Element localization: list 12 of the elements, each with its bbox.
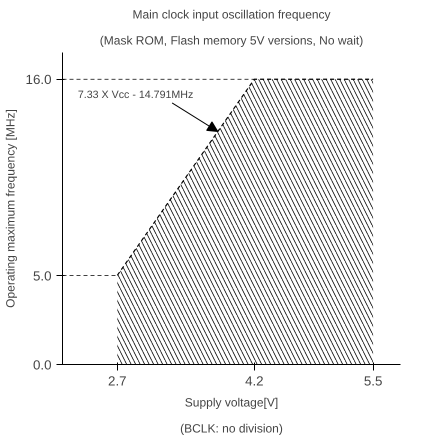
x-tick-label: 2.7 — [108, 374, 127, 388]
y-axis-title: Operating maximum frequency [MHz] — [4, 109, 18, 308]
x-axis-title: Supply voltage[V] — [184, 396, 278, 410]
text: (BCLK: no division) — [180, 422, 283, 436]
chart-subtitle: (Mask ROM, Flash memory 5V versions, No wait) — [100, 34, 364, 48]
y-tick-label: 0.0 — [32, 358, 52, 372]
chart-title: Main clock input oscillation frequency — [132, 8, 331, 22]
x-tick-label: 5.5 — [364, 374, 382, 388]
y-tick-label: 5.0 — [32, 268, 52, 284]
x-tick-label: 4.2 — [245, 374, 264, 388]
y-tick-label: 16.0 — [26, 72, 52, 88]
annotation: 7.33 X Vcc - 14.791MHz — [78, 89, 194, 102]
